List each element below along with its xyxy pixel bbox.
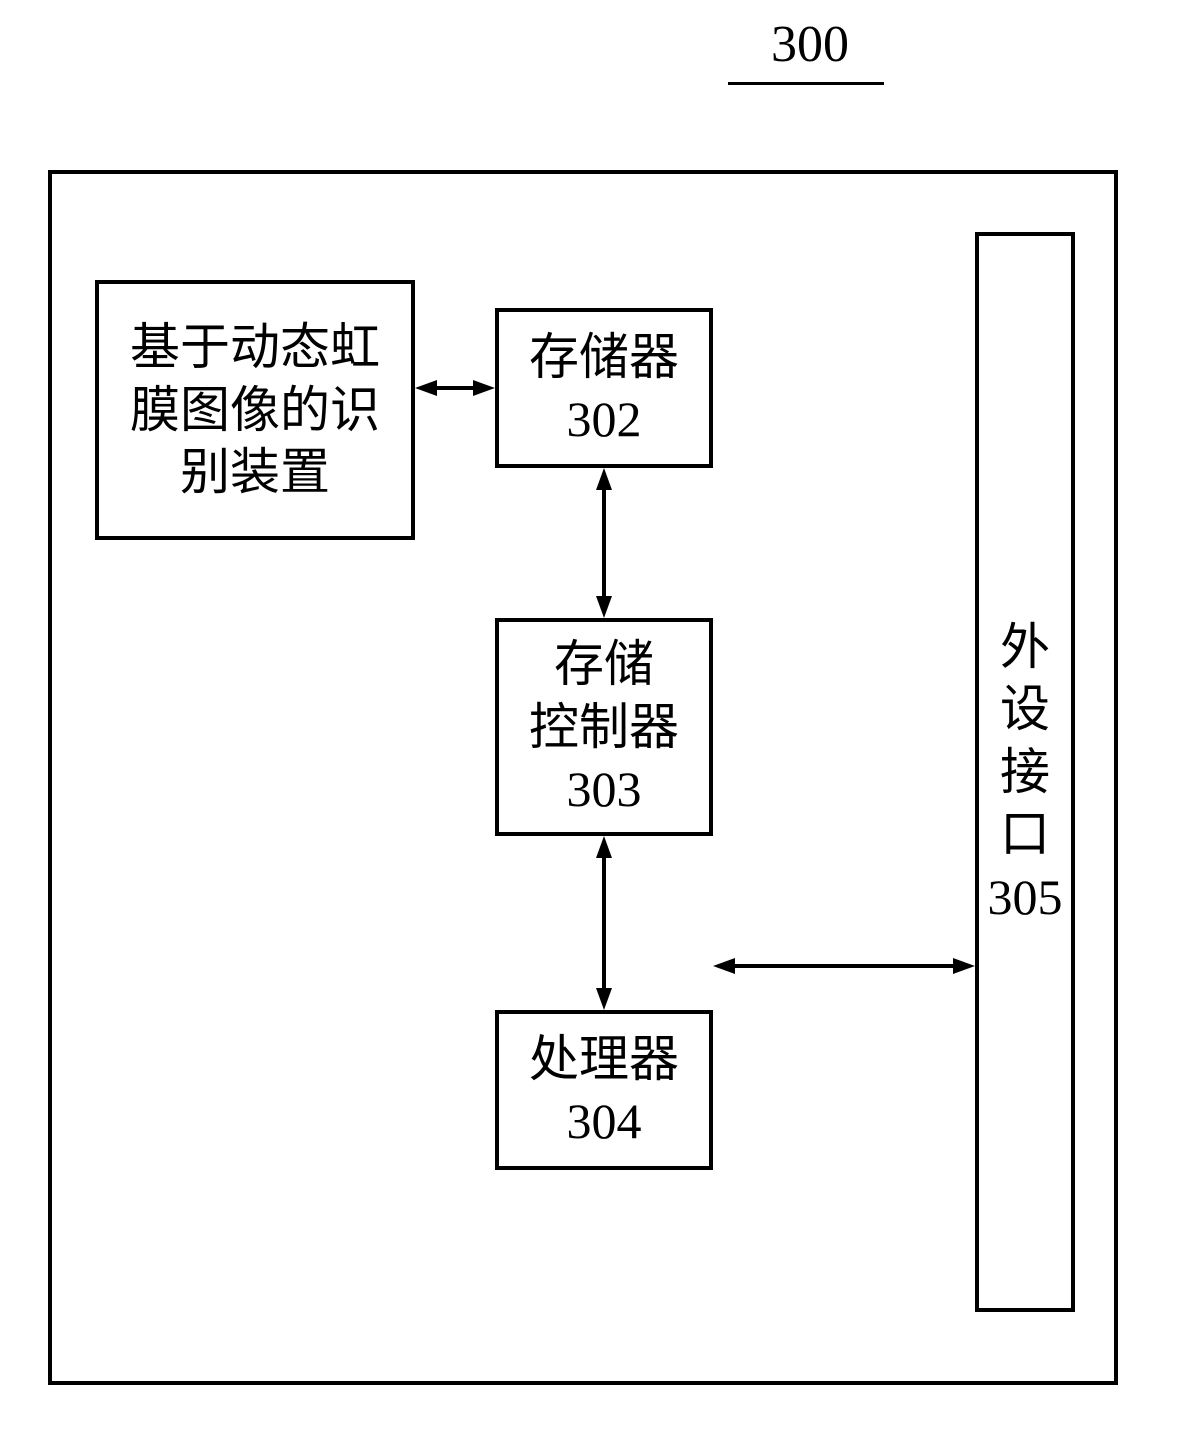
arrows-layer [0,0,1178,1431]
